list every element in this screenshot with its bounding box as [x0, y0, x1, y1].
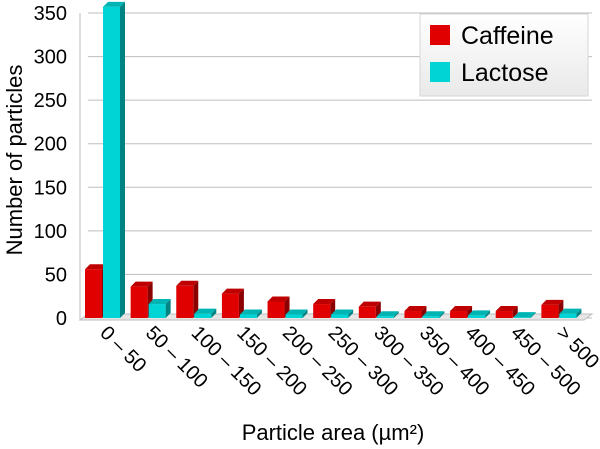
bar-caffeine-7: [404, 306, 427, 318]
bar-caffeine-3: [221, 288, 244, 318]
legend-label-caffeine: Caffeine: [461, 22, 554, 50]
y-tick-label: 300: [34, 47, 67, 69]
bar-lactose-6: [376, 311, 399, 318]
y-tick-label: 200: [34, 134, 67, 156]
y-tick-label: 250: [34, 90, 67, 112]
legend: Caffeine Lactose: [419, 13, 589, 97]
y-tick-label: 50: [45, 264, 67, 286]
legend-swatch-caffeine: [430, 25, 450, 45]
bar-caffeine-4: [267, 296, 290, 318]
x-axis-title: Particle area (µm²): [242, 420, 425, 445]
y-tick-label: 150: [34, 177, 67, 199]
bar-caffeine-2: [176, 280, 199, 318]
y-tick-label: 0: [56, 308, 67, 330]
y-tick-labels: 0 50 100 150 200 250 300 350: [34, 3, 67, 330]
bar-lactose-8: [468, 310, 491, 318]
bars: [85, 1, 582, 319]
bar-lactose-0: [103, 1, 125, 319]
bar-lactose-10: [559, 308, 582, 318]
bar-caffeine-5: [313, 299, 336, 318]
y-tick-label: 350: [34, 3, 67, 25]
legend-swatch-lactose: [430, 62, 450, 82]
bar-lactose-7: [422, 311, 445, 318]
bar-caffeine-8: [450, 306, 473, 318]
bar-lactose-3: [239, 309, 262, 318]
legend-label-lactose: Lactose: [461, 59, 549, 87]
y-tick-label: 100: [34, 221, 67, 243]
bar-caffeine-9: [495, 306, 518, 318]
bar-lactose-5: [331, 309, 354, 318]
bar-lactose-9: [513, 312, 536, 318]
y-axis-title: Number of particles: [2, 65, 27, 256]
bar-lactose-1: [148, 299, 171, 318]
x-tick-label: 0 – 50: [95, 322, 150, 377]
bar-caffeine-6: [358, 301, 381, 318]
bar-lactose-4: [285, 309, 308, 318]
bar-lactose-2: [194, 308, 217, 318]
